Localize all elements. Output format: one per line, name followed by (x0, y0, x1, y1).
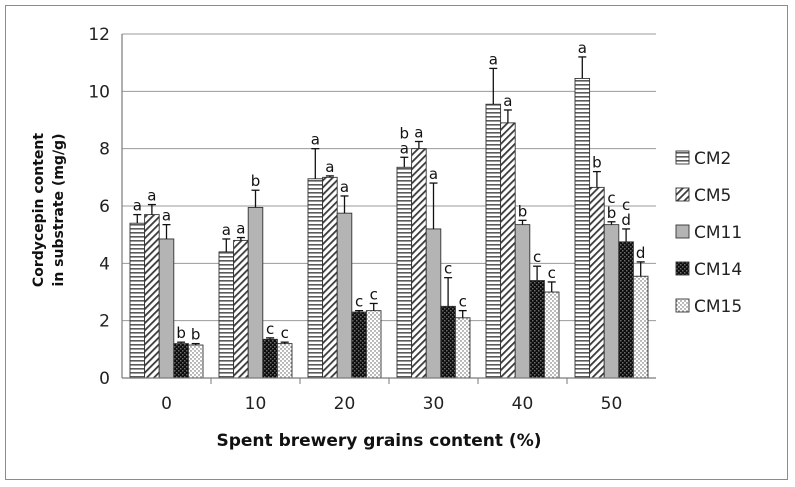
significance-letter: c (533, 248, 541, 266)
legend-label-cm14: CM14 (694, 260, 742, 280)
y-axis-title-line-1: Cordycepin content (31, 133, 47, 287)
legend-label-cm5: CM5 (694, 186, 731, 206)
significance-letter: b (251, 172, 261, 190)
significance-letter: a (147, 187, 156, 205)
bar-cm2-30 (396, 166, 413, 379)
significance-letter: b (400, 124, 410, 142)
legend-swatch-cm11 (675, 224, 690, 239)
significance-letter: a (578, 39, 587, 57)
significance-letter: b (607, 204, 617, 222)
bar-cm15-0 (187, 344, 204, 379)
x-tick-label: 40 (512, 394, 534, 414)
bar-cm2-40 (485, 103, 502, 379)
legend-label-cm11: CM11 (694, 223, 742, 243)
x-axis-title: Spent brewery grains content (%) (216, 431, 541, 451)
axes: 0 2 4 6 8 10 12 0 10 20 30 40 50 (88, 25, 656, 414)
legend-swatch-cm15 (675, 298, 690, 313)
significance-letter: a (503, 92, 512, 110)
bar-cm2-10 (218, 251, 235, 379)
legend: CM2 CM5 CM11 CM14 CM15 (675, 149, 742, 317)
significance-letter: b (592, 154, 602, 172)
significance-letter: a (429, 165, 438, 183)
legend-swatch-cm5 (675, 187, 690, 202)
bar-cm15-50 (632, 275, 649, 379)
bar-cm11-50 (603, 224, 620, 379)
bar-cm11-10 (247, 206, 264, 379)
bar-cm15-20 (365, 310, 382, 379)
y-tick-label: 2 (99, 312, 110, 332)
significance-letter: c (266, 320, 274, 338)
bar-cm15-40 (543, 291, 560, 379)
bar-cm2-20 (307, 178, 324, 379)
bar-cm2-50 (574, 77, 591, 379)
significance-letter: a (400, 139, 409, 157)
y-tick-label: 4 (99, 254, 110, 274)
significance-letter: a (236, 220, 245, 238)
significance-letter: a (222, 221, 231, 239)
significance-letter: c (370, 285, 378, 303)
significance-letter: a (311, 131, 320, 149)
bar-cm11-0 (158, 238, 175, 379)
significance-letter: c (622, 196, 630, 214)
significance-letter: b (518, 202, 528, 220)
bar-cm14-30 (440, 305, 456, 379)
bar-cm5-30 (411, 148, 427, 379)
bar-cm15-30 (454, 317, 471, 379)
bar-cm5-40 (500, 122, 516, 379)
bar-cm14-50 (618, 241, 634, 379)
significance-letter: c (607, 189, 615, 207)
legend-label-cm15: CM15 (694, 297, 742, 317)
significance-letter: b (176, 324, 186, 342)
x-tick-label: 50 (601, 394, 623, 414)
gridlines (122, 33, 656, 322)
bar-cm14-40 (529, 280, 545, 379)
bar-cm2-0 (129, 222, 146, 379)
legend-swatch-cm14 (675, 261, 690, 276)
significance-letter: a (325, 158, 334, 176)
bar-cm11-20 (336, 212, 353, 379)
significance-letter: c (459, 293, 467, 311)
significance-letter: c (281, 324, 289, 342)
x-tick-label: 0 (161, 394, 172, 414)
y-tick-label: 10 (88, 82, 110, 102)
legend-label-cm2: CM2 (694, 149, 731, 169)
y-tick-label: 6 (99, 197, 110, 217)
significance-letter: a (162, 207, 171, 225)
significance-letter: d (621, 211, 631, 229)
x-tick-label: 10 (245, 394, 267, 414)
bar-cm11-30 (425, 228, 442, 379)
bar-cm11-40 (514, 224, 531, 379)
significance-letter: a (489, 50, 498, 68)
bar-cm15-10 (276, 343, 293, 379)
bar-cm5-20 (322, 176, 338, 379)
bar-cm14-10 (262, 338, 278, 379)
bar-cm5-10 (233, 239, 249, 379)
bar-cm5-50 (589, 186, 605, 379)
significance-letter: b (191, 326, 201, 344)
y-tick-label: 12 (88, 25, 110, 45)
significance-letter: c (548, 264, 556, 282)
significance-letter: d (636, 244, 646, 262)
legend-swatch-cm2 (675, 150, 690, 165)
y-axis-title-line-2: in substrate (mg/g) (51, 134, 67, 287)
significance-letter: a (340, 178, 349, 196)
significance-letter: a (133, 197, 142, 215)
x-tick-label: 30 (423, 394, 445, 414)
bar-cm14-20 (351, 311, 367, 379)
bar-cm14-0 (173, 343, 189, 379)
y-tick-label: 8 (99, 140, 110, 160)
bar-cm5-0 (144, 214, 160, 379)
significance-letter: a (414, 124, 423, 142)
y-tick-label: 0 (99, 369, 110, 389)
significance-letter: c (355, 293, 363, 311)
significance-letter: c (444, 260, 452, 278)
x-tick-label: 20 (334, 394, 356, 414)
